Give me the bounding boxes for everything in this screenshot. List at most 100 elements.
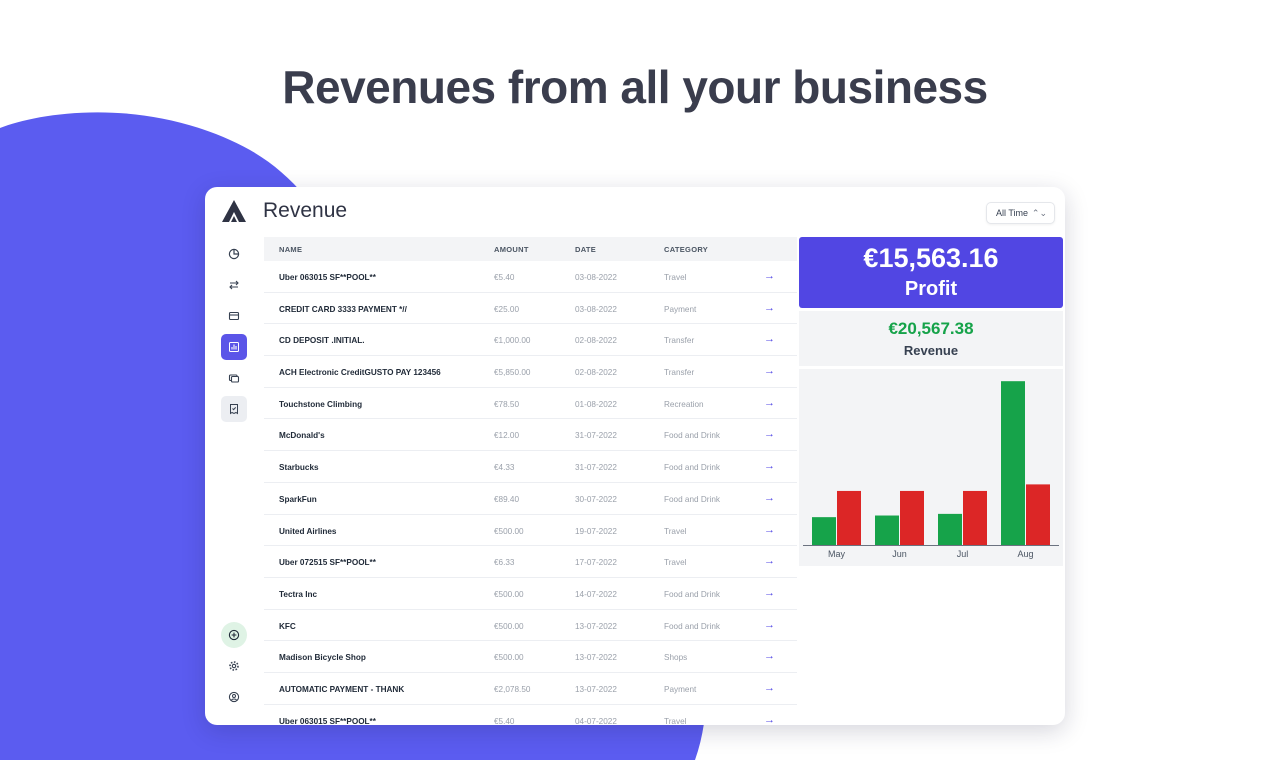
table-row[interactable]: Touchstone Climbing €78.50 01-08-2022 Recre…: [264, 388, 797, 420]
table-row[interactable]: Uber 072515 SF**POOL** €6.33 17-07-2022 Tra…: [264, 546, 797, 578]
page-title: Revenue: [263, 199, 348, 222]
arrow-right-icon[interactable]: →: [764, 270, 775, 282]
chart-tick-label: Jun: [892, 549, 907, 559]
cell-category: Food and Drink: [664, 431, 720, 441]
chevron-up-down-icon: ⌃⌄: [1031, 208, 1047, 218]
cell-category: Food and Drink: [664, 621, 720, 631]
profit-value: €15,563.16: [863, 243, 999, 273]
table-row[interactable]: KFC €500.00 13-07-2022 Food and Drink →: [264, 610, 797, 642]
sidebar: [205, 235, 263, 725]
column-header-date[interactable]: DATE: [575, 245, 597, 254]
table-row[interactable]: CREDIT CARD 3333 PAYMENT *// €25.00 03-08-…: [264, 293, 797, 325]
time-range-value: All Time: [995, 208, 1028, 218]
sidebar-item-receipts[interactable]: [221, 396, 247, 422]
arrow-right-icon[interactable]: →: [764, 650, 775, 663]
cell-category: Food and Drink: [664, 494, 720, 504]
credit-card-icon: [228, 311, 240, 321]
arrow-right-icon[interactable]: →: [764, 460, 775, 473]
cell-category: Travel: [664, 716, 687, 725]
cell-name: Madison Bicycle Shop: [279, 653, 366, 663]
app-header: Revenue All Time ⌃⌄: [205, 187, 1065, 235]
cell-amount: €89.40: [494, 494, 520, 504]
cell-amount: €25.00: [494, 304, 520, 314]
cell-date: 02-08-2022: [575, 368, 617, 378]
cell-amount: €5.40: [494, 716, 515, 725]
cell-amount: €6.33: [494, 558, 515, 568]
column-header-category[interactable]: CATEGORY: [664, 245, 709, 254]
table-row[interactable]: Starbucks €4.33 31-07-2022 Food and Drink →: [264, 451, 797, 483]
column-header-amount[interactable]: AMOUNT: [494, 245, 529, 254]
chart-tick-label: Aug: [1017, 549, 1033, 559]
table-row[interactable]: AUTOMATIC PAYMENT - THANK €2,078.50 13-07-…: [264, 673, 797, 705]
arrow-right-icon[interactable]: →: [764, 586, 775, 599]
sidebar-item-revenue[interactable]: [221, 334, 247, 360]
swap-arrows-icon: [229, 280, 239, 290]
cell-category: Shops: [664, 653, 688, 663]
app-logo-icon: [222, 200, 246, 222]
cell-amount: €4.33: [494, 463, 515, 473]
sidebar-profile-button[interactable]: [221, 684, 247, 710]
app-window: Revenue All Time ⌃⌄: [205, 187, 1065, 725]
cell-date: 01-08-2022: [575, 399, 617, 409]
column-header-name[interactable]: NAME: [279, 245, 303, 254]
cell-date: 03-08-2022: [575, 273, 617, 282]
revenue-value: €20,567.38: [888, 319, 974, 338]
plus-circle-icon: [228, 629, 240, 641]
bar-chart-icon: [229, 342, 239, 352]
table-row[interactable]: Uber 063015 SF**POOL** €5.40 04-07-2022 Tra…: [264, 705, 797, 725]
table-row[interactable]: Tectra Inc €500.00 14-07-2022 Food and Drin…: [264, 578, 797, 610]
cell-name: Uber 063015 SF**POOL**: [279, 273, 376, 282]
user-circle-icon: [228, 691, 240, 703]
arrow-right-icon[interactable]: →: [764, 555, 775, 568]
sidebar-item-accounts[interactable]: [221, 365, 247, 391]
table-row[interactable]: CD DEPOSIT .INITIAL. €1,000.00 02-08-2022 T…: [264, 324, 797, 357]
cell-amount: €500.00: [494, 621, 524, 631]
table-row[interactable]: Uber 063015 SF**POOL** €5.40 03-08-2022 Tra…: [264, 261, 797, 293]
sidebar-item-transfers[interactable]: [221, 272, 247, 298]
cell-amount: €500.00: [494, 653, 524, 663]
table-row[interactable]: Madison Bicycle Shop €500.00 13-07-2022 Sho…: [264, 641, 797, 673]
cell-date: 02-08-2022: [575, 336, 617, 346]
sidebar-item-overview[interactable]: [221, 241, 247, 267]
sidebar-add-button[interactable]: [221, 622, 247, 648]
chart-bar-may-expense: [837, 490, 861, 545]
table-row[interactable]: United Airlines €500.00 19-07-2022 Travel →: [264, 515, 797, 547]
monthly-bar-chart: May Jun Jul Aug: [799, 369, 1063, 566]
arrow-right-icon[interactable]: →: [764, 333, 775, 346]
cell-name: United Airlines: [279, 526, 337, 536]
chart-bar-jun-income: [875, 515, 899, 545]
table-body: Uber 063015 SF**POOL** €5.40 03-08-2022 Tra…: [264, 261, 797, 725]
cell-date: 17-07-2022: [575, 558, 617, 568]
profit-card: €15,563.16 Profit: [799, 237, 1063, 308]
arrow-right-icon[interactable]: →: [764, 618, 775, 631]
chart-svg: May Jun Jul Aug: [803, 381, 1059, 559]
sidebar-settings-button[interactable]: [221, 653, 247, 679]
cell-date: 03-08-2022: [575, 304, 617, 314]
cell-name: Tectra Inc: [279, 589, 318, 599]
arrow-right-icon[interactable]: →: [764, 523, 775, 536]
sidebar-item-cards[interactable]: [221, 303, 247, 329]
table-row[interactable]: SparkFun €89.40 30-07-2022 Food and Drink →: [264, 483, 797, 515]
arrow-right-icon[interactable]: →: [764, 713, 775, 725]
chart-bar-jul-expense: [963, 490, 987, 545]
table-row[interactable]: ACH Electronic CreditGUSTO PAY 123456 €5,…: [264, 356, 797, 388]
arrow-right-icon[interactable]: →: [764, 491, 775, 504]
arrow-right-icon[interactable]: →: [764, 301, 775, 314]
chart-bar-aug-income: [1001, 381, 1025, 545]
arrow-right-icon[interactable]: →: [764, 365, 775, 378]
cell-amount: €2,078.50: [494, 684, 531, 694]
time-range-select[interactable]: All Time ⌃⌄: [985, 202, 1055, 224]
table-row[interactable]: McDonald's €12.00 31-07-2022 Food and Drink…: [264, 419, 797, 452]
page-headline: Revenues from all your business: [282, 61, 988, 113]
chart-bar-may-income: [812, 517, 836, 545]
cell-date: 13-07-2022: [575, 621, 617, 631]
arrow-right-icon[interactable]: →: [764, 396, 775, 409]
arrow-right-icon[interactable]: →: [764, 428, 775, 441]
transactions-table: NAME AMOUNT DATE CATEGORY Uber 063015 SF…: [264, 237, 797, 725]
cell-date: 31-07-2022: [575, 431, 617, 441]
cell-date: 14-07-2022: [575, 589, 617, 599]
cell-name: CD DEPOSIT .INITIAL.: [279, 336, 365, 346]
arrow-right-icon[interactable]: →: [764, 681, 775, 694]
revenue-card: €20,567.38 Revenue: [799, 311, 1063, 366]
profit-label: Profit: [904, 278, 958, 300]
